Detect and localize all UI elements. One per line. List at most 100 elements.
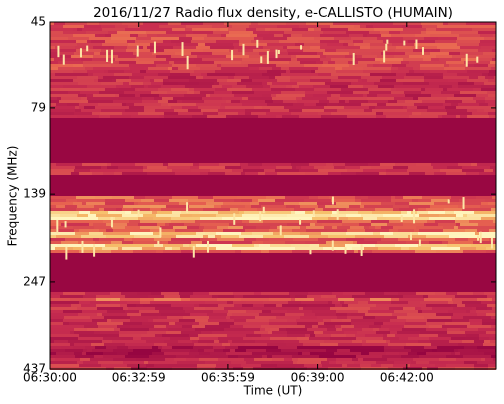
spectrogram-cell bbox=[452, 49, 478, 52]
spectrogram-cell bbox=[118, 55, 136, 58]
spectrogram-cell bbox=[182, 325, 192, 328]
spectrogram-cell bbox=[338, 103, 361, 106]
spectrogram-cell bbox=[50, 220, 57, 223]
spectrogram-cell bbox=[73, 202, 82, 205]
spectrogram-streak bbox=[262, 206, 265, 214]
spectrogram-cell bbox=[438, 115, 442, 118]
spectrogram-cell bbox=[352, 358, 358, 361]
spectrogram-cell bbox=[426, 28, 436, 31]
spectrogram-cell bbox=[105, 34, 111, 37]
spectrogram-cell bbox=[290, 208, 294, 211]
spectrogram-cell bbox=[153, 217, 171, 220]
spectrogram-cell bbox=[157, 34, 186, 37]
spectrogram-cell bbox=[102, 43, 128, 46]
spectrogram-cell bbox=[407, 211, 411, 214]
spectrogram-cell bbox=[380, 79, 396, 82]
spectrogram-cell bbox=[348, 304, 376, 307]
spectrogram-cell bbox=[111, 64, 129, 67]
spectrogram-cell bbox=[269, 295, 290, 298]
spectrogram-cell bbox=[229, 223, 246, 226]
spectrogram-cell bbox=[119, 334, 141, 337]
spectrogram-cell bbox=[50, 349, 65, 352]
spectrogram-cell bbox=[147, 166, 167, 169]
spectrogram-cell bbox=[437, 346, 464, 349]
spectrogram-cell bbox=[478, 328, 496, 331]
spectrogram-cell bbox=[189, 334, 198, 337]
spectrogram-cell bbox=[212, 331, 230, 334]
spectrogram-cell bbox=[433, 166, 447, 169]
spectrogram-cell bbox=[214, 340, 219, 343]
spectrogram-cell bbox=[265, 172, 277, 175]
spectrogram-cell bbox=[122, 22, 143, 25]
spectrogram-cell bbox=[73, 34, 95, 37]
spectrogram-cell bbox=[189, 88, 194, 91]
spectrogram-cell bbox=[77, 28, 82, 31]
spectrogram-cell bbox=[447, 97, 473, 100]
spectrogram-cell bbox=[351, 319, 361, 322]
spectrogram-cell bbox=[363, 358, 387, 361]
spectrogram-cell bbox=[69, 322, 97, 325]
spectrogram-cell bbox=[133, 250, 156, 253]
spectrogram-cell bbox=[113, 100, 142, 103]
spectrogram-cell bbox=[76, 40, 87, 43]
spectrogram-cell bbox=[443, 73, 457, 76]
spectrogram-cell bbox=[336, 313, 347, 316]
spectrogram-cell bbox=[418, 310, 422, 313]
spectrogram-cell bbox=[340, 301, 344, 304]
spectrogram-cell bbox=[458, 226, 487, 229]
spectrogram-cell bbox=[263, 235, 284, 238]
spectrogram-cell bbox=[122, 247, 142, 250]
spectrogram-cell bbox=[363, 217, 377, 220]
spectrogram-cell bbox=[371, 220, 389, 223]
spectrogram-cell bbox=[317, 220, 342, 223]
spectrogram-cell bbox=[374, 28, 403, 31]
spectrogram-cell bbox=[70, 331, 74, 334]
spectrogram-cell bbox=[382, 355, 401, 358]
spectrogram-cell bbox=[243, 325, 261, 328]
spectrogram-cell bbox=[400, 250, 415, 253]
spectrogram-cell bbox=[50, 340, 54, 343]
spectrogram-cell bbox=[110, 292, 121, 295]
spectrogram-cell bbox=[150, 43, 176, 46]
spectrogram-cell bbox=[295, 106, 324, 109]
spectrogram-cell bbox=[401, 61, 409, 64]
spectrogram-cell bbox=[397, 316, 424, 319]
spectrogram-cell bbox=[105, 88, 119, 91]
spectrogram-cell bbox=[183, 316, 209, 319]
spectrogram-cell bbox=[322, 364, 342, 367]
spectrogram-cell bbox=[428, 211, 434, 214]
spectrogram-cell bbox=[50, 28, 73, 31]
spectrogram-cell bbox=[241, 298, 269, 301]
spectrogram-cell bbox=[56, 163, 82, 166]
spectrogram-cell bbox=[371, 52, 381, 55]
spectrogram-cell bbox=[347, 364, 360, 367]
spectrogram-cell bbox=[420, 67, 444, 70]
spectrogram-cell bbox=[82, 202, 86, 205]
spectrogram-cell bbox=[193, 163, 199, 166]
spectrogram-cell bbox=[369, 352, 386, 355]
spectrogram-cell bbox=[225, 166, 241, 169]
spectrogram-cell bbox=[169, 322, 175, 325]
spectrogram-cell bbox=[492, 49, 496, 52]
spectrogram-cell bbox=[310, 352, 318, 355]
spectrogram-cell bbox=[456, 106, 470, 109]
spectrogram-cell bbox=[455, 352, 460, 355]
spectrogram-cell bbox=[63, 322, 69, 325]
spectrogram-cell bbox=[389, 229, 398, 232]
spectrogram-cell bbox=[108, 211, 125, 214]
spectrogram-streak bbox=[415, 39, 418, 49]
y-tick-label: 247 bbox=[23, 274, 46, 288]
spectrogram-cell bbox=[194, 88, 215, 91]
spectrogram-cell bbox=[480, 205, 496, 208]
spectrogram-cell bbox=[102, 247, 118, 250]
spectrogram-cell bbox=[426, 304, 451, 307]
spectrogram-cell bbox=[372, 109, 388, 112]
spectrogram-cell bbox=[267, 70, 280, 73]
spectrogram-cell bbox=[75, 46, 93, 49]
spectrogram-cell bbox=[203, 76, 228, 79]
spectrogram-cell bbox=[419, 214, 439, 217]
spectrogram-cell bbox=[201, 331, 212, 334]
spectrogram-cell bbox=[297, 346, 316, 349]
spectrogram-cell bbox=[259, 67, 272, 70]
spectrogram-cell bbox=[240, 70, 267, 73]
